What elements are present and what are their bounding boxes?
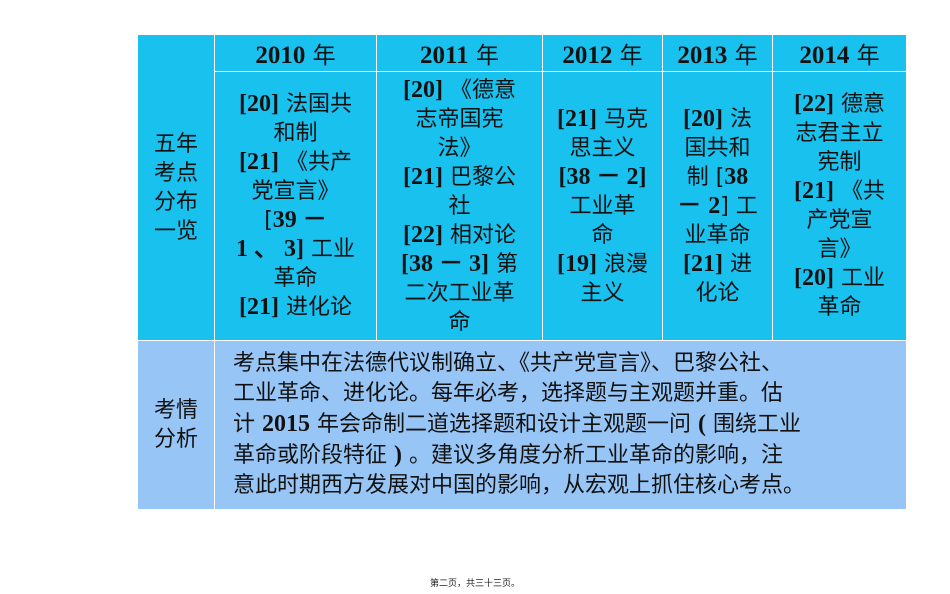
cell-line: [21] 马克: [557, 105, 648, 132]
row-label-distribution-text: 五年考点分布一览: [153, 131, 198, 244]
year-suffix: 年: [312, 43, 336, 69]
year-cell-2011: [20] 《德意 志帝国宪法》 [21] 巴黎公社 [22] 相对论 [38 － 3] …: [376, 71, 543, 341]
cell-line: [21] 《共产: [239, 149, 352, 175]
year-suffix: 年: [734, 43, 758, 69]
cell-line: 1 、 3] 工业: [236, 236, 355, 262]
cell-line: 化论: [695, 280, 740, 306]
year-suffix: 年: [619, 43, 643, 69]
cell-line: 国共和: [684, 135, 751, 161]
cell-line: 产党宣: [806, 208, 873, 233]
year-cell-2013: [20] 法国共和制 [38 － 2] 工业革命 [21] 进化论: [662, 71, 773, 341]
year-header: 2014 年: [772, 34, 907, 72]
year-cell-2010: [20] 法国共 和制 [21] 《共产 党宣言》 [39 － 1 、 3] 工业 革命 [2…: [214, 71, 377, 341]
year-label: 2012: [562, 42, 613, 69]
year-suffix: 年: [475, 43, 499, 69]
year-header: 2012 年: [542, 34, 663, 72]
analysis-line: 考点集中在法德代议制确立、《共产党宣言》、巴黎公社、: [233, 351, 784, 376]
cell-line: [38 － 2]: [558, 163, 647, 190]
analysis-line: 革命或阶段特征 ) 。建议多角度分析工业革命的影响，注: [233, 442, 783, 468]
row-label-analysis: 考情分析: [137, 340, 215, 510]
cell-line: 革命: [817, 295, 862, 320]
year-cell-2014: [22] 德意 志君主立宪制 [21] 《共 产党宣言》 [20] 工业 革命: [772, 71, 907, 341]
cell-line: [22] 相对论: [403, 221, 516, 248]
cell-line: 主义: [580, 280, 625, 306]
analysis-line: 计 2015 年会命制二道选择题和设计主观题一问 ( 围绕工业: [233, 411, 801, 437]
year-header: 2011 年: [376, 34, 543, 72]
cell-line: [20] 工业: [794, 265, 885, 291]
cell-line: [39 －: [264, 207, 327, 233]
year-cell-2012: [21] 马克 思主义 [38 － 2] 工业革命 [19] 浪漫 主义: [542, 71, 663, 341]
cell-line: 志帝国宪: [415, 106, 504, 132]
year-label: 2010: [255, 42, 306, 69]
cell-line: 二次工业革: [404, 280, 515, 306]
page-footer: 第二页，共三十三页。: [429, 579, 520, 589]
cell-line: [38 － 3] 第: [401, 250, 518, 277]
cell-line: 思主义: [569, 135, 636, 161]
analysis-line: 意此时期西方发展对中国的影响，从宏观上抓住核心考点。: [233, 473, 806, 498]
cell-line: 社: [448, 193, 471, 219]
cell-line: [21] 进化论: [239, 294, 352, 320]
year-label: 2013: [677, 42, 728, 69]
cell-line: 命: [448, 309, 471, 335]
cell-line: [22] 德意: [794, 91, 885, 117]
cell-line: 制 [38: [686, 163, 749, 190]
cell-line: 革命: [273, 266, 318, 291]
row-label-distribution: 五年考点分布一览: [137, 34, 215, 341]
cell-line: [19] 浪漫: [557, 250, 648, 277]
year-header: 2013 年: [662, 34, 773, 72]
cell-line: [21] 进: [683, 250, 752, 277]
cell-line: － 2] 工: [677, 192, 758, 219]
cell-line: 命: [591, 222, 614, 248]
year-header: 2010 年: [214, 34, 377, 72]
cell-line: [20] 法国共: [239, 91, 352, 117]
year-suffix: 年: [856, 43, 880, 69]
cell-line: [21] 巴黎公: [403, 163, 516, 190]
cell-line: 工业革: [569, 193, 636, 219]
cell-line: 党宣言》: [251, 179, 340, 204]
cell-line: [20] 《德意: [403, 76, 516, 103]
exam-points-table: 五年考点分布一览 2010 年 2011 年 2012 年 2013 年 201…: [137, 34, 907, 510]
cell-line: 言》: [817, 237, 862, 262]
cell-line: [20] 法: [683, 105, 752, 132]
year-label: 2014: [799, 42, 850, 69]
analysis-cell: 考点集中在法德代议制确立、《共产党宣言》、巴黎公社、 工业革命、进化论。每年必考，…: [214, 340, 907, 510]
analysis-line: 工业革命、进化论。每年必考，选择题与主观题并重。估: [233, 381, 784, 406]
cell-line: 志君主立: [795, 121, 884, 146]
cell-line: 业革命: [684, 222, 751, 248]
cell-line: 法》: [437, 135, 482, 161]
cell-line: 和制: [273, 121, 318, 146]
row-label-analysis-text: 考情分析: [153, 398, 198, 452]
year-label: 2011: [420, 42, 469, 69]
cell-line: [21] 《共: [794, 178, 885, 204]
cell-line: 宪制: [817, 150, 862, 175]
